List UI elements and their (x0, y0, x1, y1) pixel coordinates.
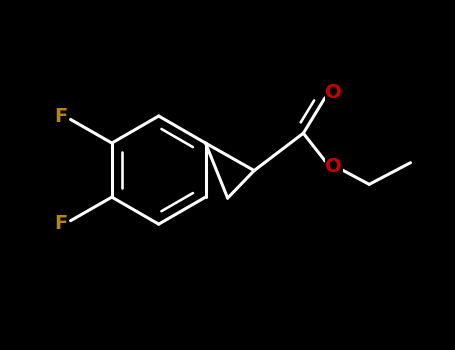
Text: O: O (325, 83, 342, 103)
Text: F: F (54, 214, 67, 233)
Text: O: O (325, 157, 342, 176)
Text: F: F (54, 107, 67, 126)
